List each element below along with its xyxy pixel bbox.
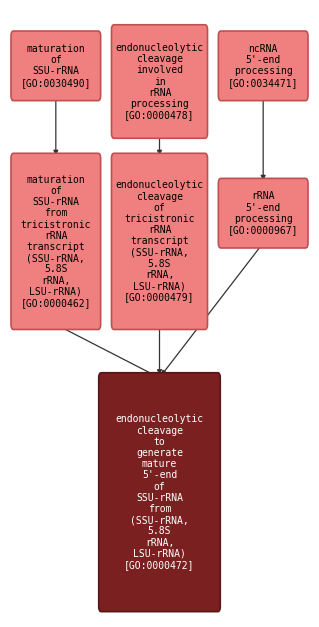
- FancyBboxPatch shape: [218, 31, 308, 101]
- Text: endonucleolytic
cleavage
to
generate
mature
5'-end
of
SSU-rRNA
from
(SSU-rRNA,
5: endonucleolytic cleavage to generate mat…: [115, 414, 204, 570]
- FancyBboxPatch shape: [11, 153, 101, 330]
- Text: endonucleolytic
cleavage
of
tricistronic
rRNA
transcript
(SSU-rRNA,
5.8S
rRNA,
L: endonucleolytic cleavage of tricistronic…: [115, 181, 204, 302]
- Text: ncRNA
5'-end
processing
[GO:0034471]: ncRNA 5'-end processing [GO:0034471]: [228, 44, 299, 88]
- FancyBboxPatch shape: [11, 31, 101, 101]
- FancyBboxPatch shape: [112, 25, 208, 139]
- Text: endonucleolytic
cleavage
involved
in
rRNA
processing
[GO:0000478]: endonucleolytic cleavage involved in rRN…: [115, 43, 204, 120]
- Text: rRNA
5'-end
processing
[GO:0000967]: rRNA 5'-end processing [GO:0000967]: [228, 191, 299, 235]
- FancyBboxPatch shape: [218, 178, 308, 248]
- Text: maturation
of
SSU-rRNA
from
tricistronic
rRNA
transcript
(SSU-rRNA,
5.8S
rRNA,
L: maturation of SSU-rRNA from tricistronic…: [20, 175, 91, 308]
- FancyBboxPatch shape: [99, 372, 220, 612]
- Text: maturation
of
SSU-rRNA
[GO:0030490]: maturation of SSU-rRNA [GO:0030490]: [20, 44, 91, 88]
- FancyBboxPatch shape: [112, 153, 208, 330]
